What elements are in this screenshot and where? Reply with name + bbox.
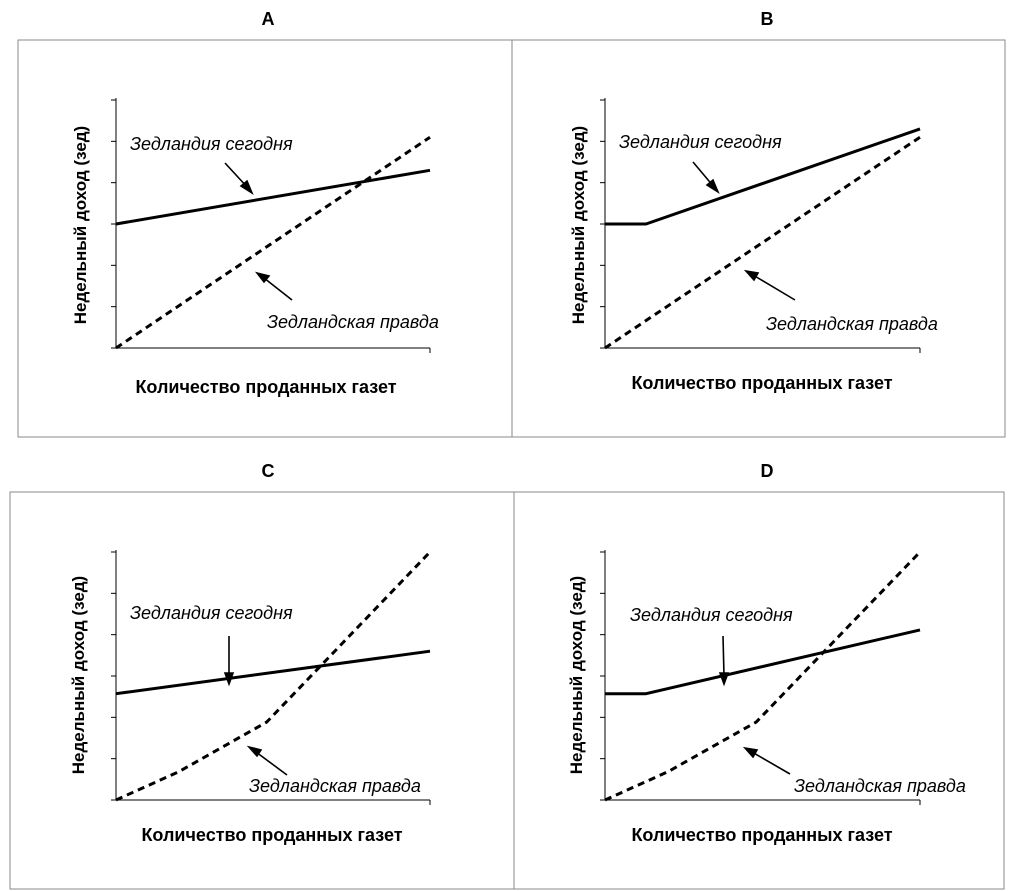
panel-c-anno-solid: Зедландия сегодня	[130, 603, 293, 623]
panel-b-xlabel: Количество проданных газет	[631, 373, 892, 393]
panel-b-arrows	[692, 161, 796, 301]
panel-c-anno-dashed: Зедландская правда	[249, 776, 421, 796]
panel-d-arrow-solid	[722, 635, 725, 677]
panel-c-arrowhead-dashed	[246, 745, 263, 758]
panel-b-anno-dashed: Зедландская правда	[766, 314, 938, 334]
panel-d-anno-solid: Зедландия сегодня	[630, 605, 793, 625]
panel-d-series-zedland-post-line	[604, 550, 922, 802]
panel-c-series	[115, 550, 432, 802]
panel-d: D Недельный доход (зед) Количество прода…	[567, 461, 966, 845]
panel-a-series-zedland-post-line	[115, 135, 431, 350]
panel-c-series-zedland-post-line	[115, 550, 432, 802]
panel-c-xlabel: Количество проданных газет	[141, 825, 402, 845]
panel-a-arrowhead-solid	[239, 179, 254, 196]
frame-bottom	[9, 491, 1005, 890]
panel-b-arrowhead-dashed	[743, 269, 760, 282]
panel-d-series-zedland-today-line	[605, 628, 921, 696]
panel-d-title: D	[761, 461, 774, 481]
panel-d-axes	[600, 550, 921, 805]
panel-d-series	[604, 550, 922, 802]
panel-a-ylabel: Недельный доход (зед)	[71, 126, 90, 324]
panel-a-anno-dashed: Зедландская правда	[267, 312, 439, 332]
panel-b-series-zedland-post-line	[604, 135, 921, 350]
panel-b-series	[604, 127, 921, 350]
panel-a-xlabel: Количество проданных газет	[135, 377, 396, 397]
panel-a-anno-solid: Зедландия сегодня	[130, 134, 293, 154]
panel-c-arrows	[223, 636, 288, 776]
panel-b-anno-solid: Зедландия сегодня	[619, 132, 782, 152]
panel-frames	[9, 39, 1006, 890]
panel-d-arrowhead-dashed	[742, 746, 759, 759]
panel-a-series	[115, 135, 431, 350]
panel-a: A Недельный доход (зед) Количество прода…	[71, 9, 439, 397]
panel-c-title: C	[262, 461, 275, 481]
panel-c-series-zedland-today-line	[115, 649, 431, 696]
panel-b-arrowhead-solid	[705, 178, 720, 195]
panel-c-arrowhead-solid	[223, 672, 235, 687]
panel-a-title: A	[262, 9, 275, 29]
panel-a-arrow-dashed	[263, 277, 293, 301]
panel-b-ylabel: Недельный доход (зед)	[569, 126, 588, 324]
panel-b-title: B	[761, 9, 774, 29]
panel-b-arrow-dashed	[752, 274, 796, 301]
panel-d-arrow-dashed	[751, 751, 791, 775]
panel-d-xlabel: Количество проданных газет	[631, 825, 892, 845]
panel-a-series-zedland-today-line	[115, 168, 431, 226]
panel-d-anno-dashed: Зедландская правда	[794, 776, 966, 796]
panel-c: C Недельный доход (зед) Количество прода…	[69, 461, 432, 845]
panel-c-axes	[111, 550, 431, 805]
panel-b-series-zedland-today-line	[605, 127, 921, 226]
panel-d-arrowhead-solid	[718, 672, 730, 687]
panel-d-arrows	[718, 635, 791, 775]
panel-a-arrowhead-dashed	[254, 271, 271, 284]
panel-c-ylabel: Недельный доход (зед)	[69, 576, 88, 774]
panel-a-arrows	[224, 162, 293, 301]
panel-b: B Недельный доход (зед) Количество прода…	[569, 9, 938, 393]
panel-d-ylabel: Недельный доход (зед)	[567, 576, 586, 774]
panel-c-arrow-dashed	[255, 751, 288, 776]
